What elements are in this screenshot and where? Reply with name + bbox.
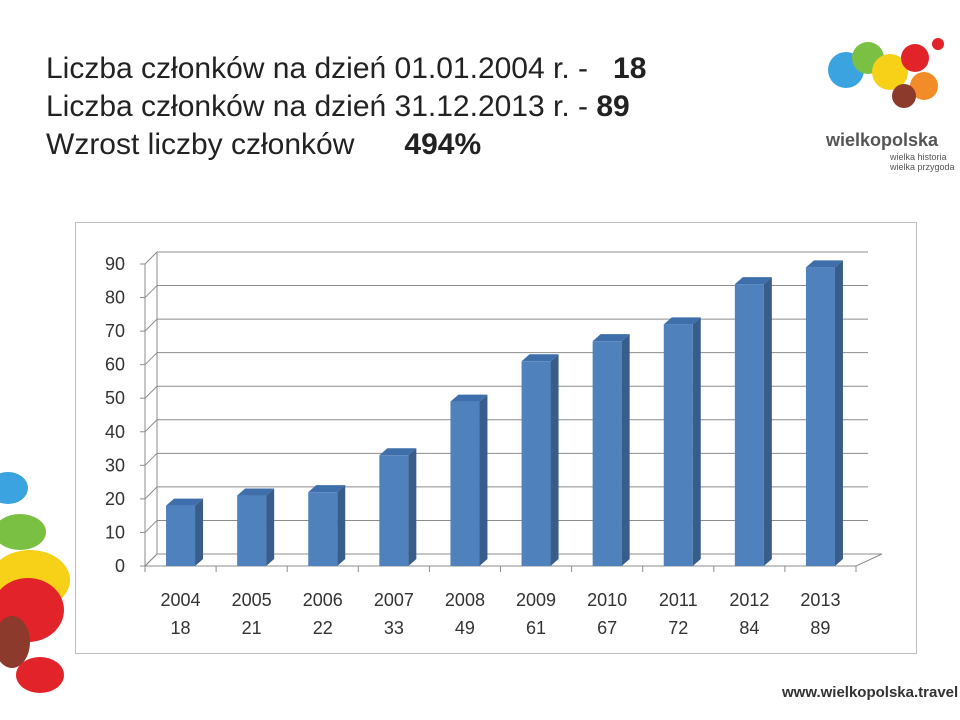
y-tick-label: 70 xyxy=(105,321,125,341)
x-tick-label: 2012 xyxy=(729,590,769,610)
header-line-start-label: Liczba członków na dzień 01.01.2004 r. - xyxy=(46,52,589,85)
bar xyxy=(592,334,630,566)
y-tick-label: 90 xyxy=(105,254,125,274)
x-value-label: 72 xyxy=(668,618,688,638)
y-tick-label: 20 xyxy=(105,489,125,509)
x-value-label: 61 xyxy=(526,618,546,638)
header-line-end: Liczba członków na dzień 31.12.2013 r. -… xyxy=(46,88,646,126)
y-tick-label: 40 xyxy=(105,422,125,442)
header-line-start-value: 18 xyxy=(613,52,647,85)
x-value-label: 33 xyxy=(384,618,404,638)
x-tick-label: 2009 xyxy=(516,590,556,610)
logo-tagline-1: wielka historia xyxy=(890,152,947,162)
x-tick-label: 2013 xyxy=(800,590,840,610)
x-tick-label: 2008 xyxy=(445,590,485,610)
x-value-label: 67 xyxy=(597,618,617,638)
x-tick-label: 2006 xyxy=(303,590,343,610)
bar xyxy=(805,260,843,566)
bar xyxy=(379,448,417,566)
header-line-growth: Wzrost liczby członków 494% xyxy=(46,126,646,164)
header-line-end-label: Liczba członków na dzień 31.12.2013 r. - xyxy=(46,90,589,123)
x-value-label: 49 xyxy=(455,618,475,638)
y-tick-label: 30 xyxy=(105,455,125,475)
bar xyxy=(521,354,559,566)
x-value-label: 21 xyxy=(242,618,262,638)
gridline xyxy=(144,251,868,265)
header-text: Liczba członków na dzień 01.01.2004 r. -… xyxy=(46,50,646,164)
label-layer: 0 10 20 30 40 50 60 70 80 90 2004 18 2005 21 2006 22 200… xyxy=(105,254,841,638)
bar xyxy=(663,317,701,566)
footer-url: www.wielkopolska.travel xyxy=(782,684,959,701)
x-value-label: 22 xyxy=(313,618,333,638)
logo-tagline-2: wielka przygoda xyxy=(890,162,955,172)
x-value-label: 18 xyxy=(171,618,191,638)
bar xyxy=(308,485,346,566)
y-tick-label: 50 xyxy=(105,388,125,408)
chart-frame xyxy=(75,222,917,654)
x-tick-label: 2004 xyxy=(161,590,201,610)
wielkopolska-logo-icon xyxy=(828,38,944,108)
bar-layer xyxy=(166,260,843,566)
bar xyxy=(166,498,204,566)
decorative-splash-icon xyxy=(0,472,70,693)
bar xyxy=(450,394,488,566)
y-tick-label: 0 xyxy=(115,556,125,576)
x-tick-label: 2007 xyxy=(374,590,414,610)
y-tick-label: 10 xyxy=(105,522,125,542)
x-tick-label: 2011 xyxy=(659,590,698,610)
bar xyxy=(734,277,772,566)
x-value-label: 84 xyxy=(739,618,759,638)
x-value-label: 89 xyxy=(810,618,830,638)
bar xyxy=(237,488,275,566)
header-line-growth-value: 494% xyxy=(404,128,482,161)
x-tick-label: 2005 xyxy=(232,590,272,610)
header-line-end-value: 89 xyxy=(596,90,630,123)
header-line-growth-label: Wzrost liczby członków xyxy=(46,128,355,161)
logo-wordmark: wielkopolska xyxy=(826,130,939,150)
header-line-start: Liczba członków na dzień 01.01.2004 r. -… xyxy=(46,50,646,88)
x-tick-label: 2010 xyxy=(587,590,627,610)
y-tick-label: 60 xyxy=(105,355,125,375)
y-tick-label: 80 xyxy=(105,288,125,308)
